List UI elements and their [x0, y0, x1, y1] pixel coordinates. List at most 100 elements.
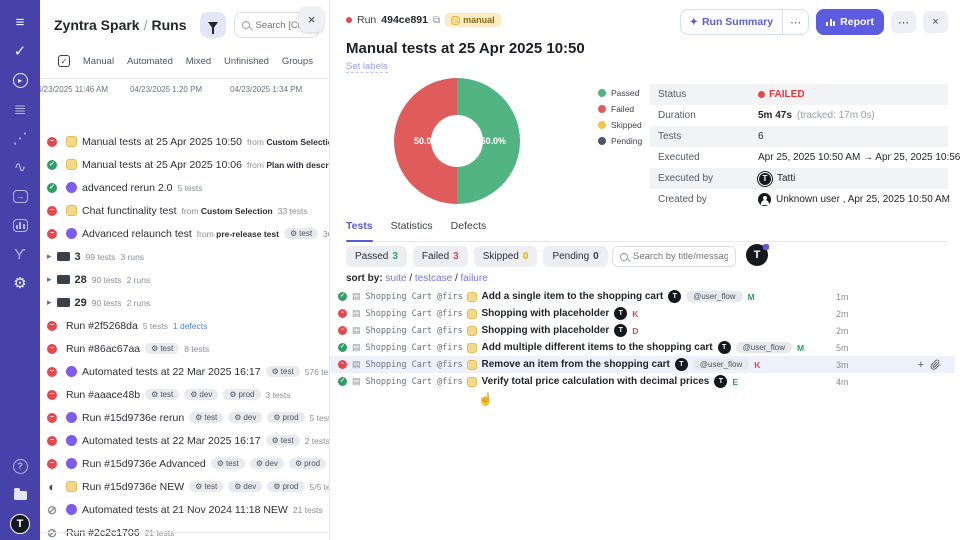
test-row-selected[interactable]: − ▤ Shopping Cart @firs... Remove an ite… [330, 356, 955, 373]
chevron-right-icon[interactable]: ▸ [47, 297, 52, 307]
manual-run-icon [466, 376, 477, 387]
test-row[interactable]: − ▤ Shopping Cart @firs... Shopping with… [330, 305, 960, 322]
tab-manual[interactable]: Manual [82, 55, 115, 67]
run-list-item[interactable]: ⊘ Automated tests at 21 Nov 2024 11:18 N… [40, 498, 329, 521]
status-passed-icon: ✓ [47, 182, 57, 193]
projects-folder-icon[interactable] [9, 485, 31, 505]
tab-groups[interactable]: Groups [281, 55, 313, 67]
run-list-item[interactable]: − Advanced relaunch test from pre-releas… [40, 222, 329, 245]
run-group-item[interactable]: ▸ 28 90 tests 2 runs [40, 268, 329, 291]
milestone-letter: M [797, 342, 805, 353]
status-failed-icon: − [338, 326, 347, 335]
tab-statistics[interactable]: Statistics [390, 220, 433, 232]
run-list-item[interactable]: − Run #aaace48b ⚙ test ⚙ dev ⚙ prod 3 tests [40, 383, 329, 406]
run-meta: 8 tests [184, 343, 210, 354]
branch-icon[interactable]: ϒ [14, 245, 26, 263]
run-title: Chat functinality test [82, 204, 177, 217]
test-row[interactable]: − ▤ Shopping Cart @firs... Shopping with… [330, 322, 960, 339]
run-list-item[interactable]: ◐ Run #15d9736e NEW ⚙ test ⚙ dev ⚙ prod 5/5… [40, 475, 329, 498]
sort-by-testcase-link[interactable]: testcase [414, 273, 453, 284]
chevron-right-icon[interactable]: ▸ [47, 274, 52, 284]
tab-tests[interactable]: Tests [346, 220, 373, 242]
run-list-item[interactable]: − Automated tests at 22 Mar 2025 16:17 ⚙… [40, 429, 329, 452]
steps-icon[interactable]: ⋰ [12, 130, 28, 147]
checkmark-icon[interactable]: ✓ [13, 43, 27, 60]
select-runs-icon[interactable]: ✓ [58, 55, 70, 67]
copy-icon[interactable]: ⧉ [432, 14, 441, 26]
test-cases-icon[interactable]: ≣ [13, 101, 27, 118]
filter-button[interactable] [200, 12, 227, 38]
run-list-item[interactable]: ✓ Manual tests at 25 Apr 2025 10:06 from… [40, 153, 329, 176]
test-duration: 3m [836, 359, 849, 370]
run-title-heading: Manual tests at 25 Apr 2025 10:50 [346, 40, 585, 57]
run-list-item[interactable]: − Run #2f5268da 5 tests 1 defects [40, 314, 329, 337]
menu-icon[interactable]: ≡ [15, 13, 25, 31]
run-meta: 5/5 tests [309, 481, 330, 492]
report-button[interactable]: Report [816, 9, 884, 35]
tests-search-input[interactable] [633, 251, 728, 262]
test-duration: 2m [836, 308, 849, 319]
settings-gear-icon[interactable]: ⚙ [13, 275, 27, 292]
search-icon [620, 252, 628, 261]
user-avatar[interactable]: T [10, 514, 30, 534]
failed-slice-label: 50.0% [414, 136, 440, 146]
attachment-icon[interactable] [930, 359, 941, 370]
clipboard-icon: ▤ [352, 308, 361, 318]
set-labels-link[interactable]: Set labels [346, 61, 388, 73]
chip-pending[interactable]: Pending 0 [543, 246, 608, 267]
run-list: − Manual tests at 25 Apr 2025 10:50 from… [40, 130, 329, 540]
run-list-item[interactable]: − Run #15d9736e rerun ⚙ test ⚙ dev ⚙ prod 5… [40, 406, 329, 429]
sign-in-icon[interactable]: → [9, 186, 31, 206]
more-options-button[interactable]: ⋯ [891, 11, 916, 33]
assignee-avatar: T [668, 290, 682, 303]
chip-skipped[interactable]: Skipped 0 [473, 246, 538, 267]
run-list-item[interactable]: − Automated tests at 22 Mar 2025 16:17 ⚙… [40, 360, 329, 383]
sort-by-failure-link[interactable]: failure [460, 273, 488, 284]
run-list-item[interactable]: ⊘ Run #2c2c1706 21 tests [40, 521, 329, 540]
gear-icon: ⚙ [294, 459, 303, 468]
analytics-icon[interactable] [9, 215, 31, 235]
status-failed-icon: − [47, 136, 57, 147]
test-row[interactable]: ✓ ▤ Shopping Cart @firs... Add multiple … [330, 339, 960, 356]
env-tag: ⚙ test [265, 366, 300, 377]
assignee-filter-avatar[interactable]: T [746, 244, 769, 266]
run-list-item[interactable]: − Run #86ac67aa ⚙ test 8 tests [40, 337, 329, 360]
sidebar-close-button[interactable]: × [299, 7, 324, 32]
run-summary-more-button[interactable]: ⋯ [782, 10, 808, 34]
tab-defects[interactable]: Defects [450, 220, 487, 232]
sidebar-search-input[interactable] [255, 19, 311, 31]
chip-passed[interactable]: Passed 3 [346, 246, 407, 267]
add-result-button[interactable]: + [917, 358, 924, 371]
close-panel-button[interactable]: × [923, 11, 948, 33]
help-icon[interactable]: ? [9, 456, 31, 476]
gear-icon: ⚙ [190, 390, 198, 399]
test-title: Add multiple different items to the shop… [481, 342, 713, 353]
chip-failed[interactable]: Failed 3 [412, 246, 468, 267]
executor-avatar[interactable]: T [758, 171, 772, 186]
run-list-item[interactable]: − Manual tests at 25 Apr 2025 10:50 from… [40, 130, 329, 153]
chevron-right-icon[interactable]: ▸ [47, 251, 52, 261]
milestone-letter: M [747, 291, 755, 302]
tests-search[interactable] [612, 246, 736, 267]
run-summary-button[interactable]: ✦ Run Summary [689, 16, 774, 28]
run-list-item[interactable]: − Chat functinality test from Custom Sel… [40, 199, 329, 222]
folder-icon [56, 249, 70, 261]
test-row[interactable]: ✓ ▤ Shopping Cart @firs... Add a single … [330, 288, 960, 305]
project-name: Zyntra Spark [54, 17, 140, 33]
run-group-item[interactable]: ▸ 3 99 tests 3 runs [40, 245, 329, 268]
sort-by-suite-link[interactable]: suite [385, 273, 407, 284]
run-title: Run #aaace48b [66, 388, 141, 401]
tab-automated[interactable]: Automated [126, 55, 173, 67]
run-group-item[interactable]: ▸ 29 90 tests 2 runs [40, 291, 329, 314]
tests-count-value: 6 [758, 131, 764, 142]
tab-mixed[interactable]: Mixed [185, 55, 212, 67]
runs-play-icon[interactable]: ▸ [9, 70, 31, 90]
activity-icon[interactable]: ∿ [13, 159, 27, 176]
run-list-item[interactable]: ✓ advanced rerun 2.0 5 tests [40, 176, 329, 199]
status-passed-icon: ✓ [338, 377, 347, 386]
sort-controls: sort by: suite / testcase / failure [346, 273, 488, 284]
run-list-item[interactable]: − Run #15d9736e Advanced ⚙ test ⚙ dev ⚙ pro… [40, 452, 329, 475]
tab-unfinished[interactable]: Unfinished [224, 55, 269, 67]
defects-link[interactable]: 1 defects [172, 320, 208, 331]
test-row[interactable]: ✓ ▤ Shopping Cart @firs... Verify total … [330, 373, 960, 390]
